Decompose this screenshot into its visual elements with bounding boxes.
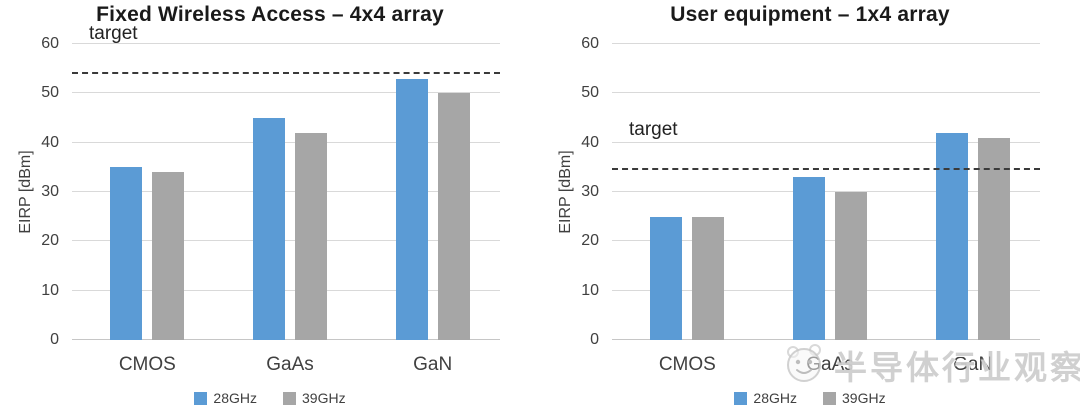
x-category-label-CMOS: CMOS [658,354,716,375]
plot-area: 0 10 20 30 40 50 60 CMOS GaAs GaN target [581,35,1040,375]
legend-label-28GHz: 28GHz [753,390,797,406]
bar-CMOS-28GHz [110,167,143,340]
legend: 28GHz 39GHz [0,390,540,406]
y-axis-label: EIRP [dBm] [17,150,34,234]
y-tick-label-0: 0 [50,331,59,348]
plot-area: 0 10 20 30 40 50 60 CMOS GaAs GaN target [41,24,500,375]
legend-swatch-28GHz [194,391,208,405]
y-tick-label-30: 30 [581,183,599,200]
chart-user-equipment: User equipment – 1x4 array EIRP [dBm] 0 1… [540,0,1080,414]
legend-label-28GHz: 28GHz [213,390,257,406]
y-tick-label-60: 60 [41,35,59,52]
legend: 28GHz 39GHz [540,390,1080,406]
legend-item-28GHz: 28GHz [734,390,797,406]
legend-item-39GHz: 39GHz [283,390,346,406]
x-category-label-CMOS: CMOS [118,354,176,375]
y-tick-label-10: 10 [581,281,599,299]
bar-GaAs-28GHz [793,177,825,340]
gridline-10 [612,289,1040,291]
target-line [72,71,500,74]
target-line [612,167,1040,170]
y-tick-label-50: 50 [581,84,599,102]
bar-CMOS-39GHz [692,216,725,340]
legend-swatch-28GHz [734,391,748,405]
gridline-50 [612,92,1040,94]
legend-swatch-39GHz [283,391,296,405]
legend-label-39GHz: 39GHz [302,390,346,406]
y-axis-label: EIRP [dBm] [557,150,574,234]
y-tick-label-0: 0 [590,331,599,348]
chart-fixed-wireless-access: Fixed Wireless Access – 4x4 array EIRP [… [0,3,540,406]
bar-CMOS-28GHz [650,216,683,340]
gridline-20 [72,240,500,242]
bar-GaAs-39GHz [835,192,867,340]
y-tick-label-10: 10 [41,281,59,299]
gridline-0 [612,339,1040,340]
bar-GaN-28GHz [935,132,968,340]
y-tick-label-30: 30 [41,183,59,200]
target-label: target [629,118,678,140]
y-tick-label-20: 20 [581,232,599,250]
chart-title: Fixed Wireless Access – 4x4 array [96,3,444,26]
legend-label-39GHz: 39GHz [842,390,886,406]
bar-GaN-39GHz [977,137,1010,340]
gridline-30 [72,191,500,192]
y-tick-label-60: 60 [581,35,599,52]
x-category-label-GaN: GaN [953,354,993,375]
y-tick-label-20: 20 [41,232,59,250]
gridline-30 [612,191,1040,192]
target-label: target [89,22,138,44]
legend-item-28GHz: 28GHz [194,390,257,406]
bar-GaAs-39GHz [295,132,327,340]
gridline-0 [72,339,500,340]
bar-GaN-39GHz [437,93,470,340]
x-category-label-GaN: GaN [413,354,453,375]
y-tick-label-40: 40 [41,133,59,151]
bar-CMOS-39GHz [152,172,185,340]
gridline-40 [612,141,1040,143]
y-tick-label-40: 40 [581,133,599,151]
gridline-60 [612,43,1040,44]
chart-title: User equipment – 1x4 array [670,3,950,26]
gridline-20 [612,240,1040,242]
gridline-10 [72,289,500,291]
x-category-label-GaAs: GaAs [266,354,314,375]
legend-swatch-39GHz [823,391,836,405]
gridline-50 [72,92,500,94]
x-category-label-GaAs: GaAs [806,354,854,375]
bar-GaAs-28GHz [253,118,285,340]
bar-GaN-28GHz [395,78,428,340]
gridline-60 [72,43,500,44]
y-tick-label-50: 50 [41,84,59,102]
legend-item-39GHz: 39GHz [823,390,886,406]
gridline-40 [72,141,500,143]
